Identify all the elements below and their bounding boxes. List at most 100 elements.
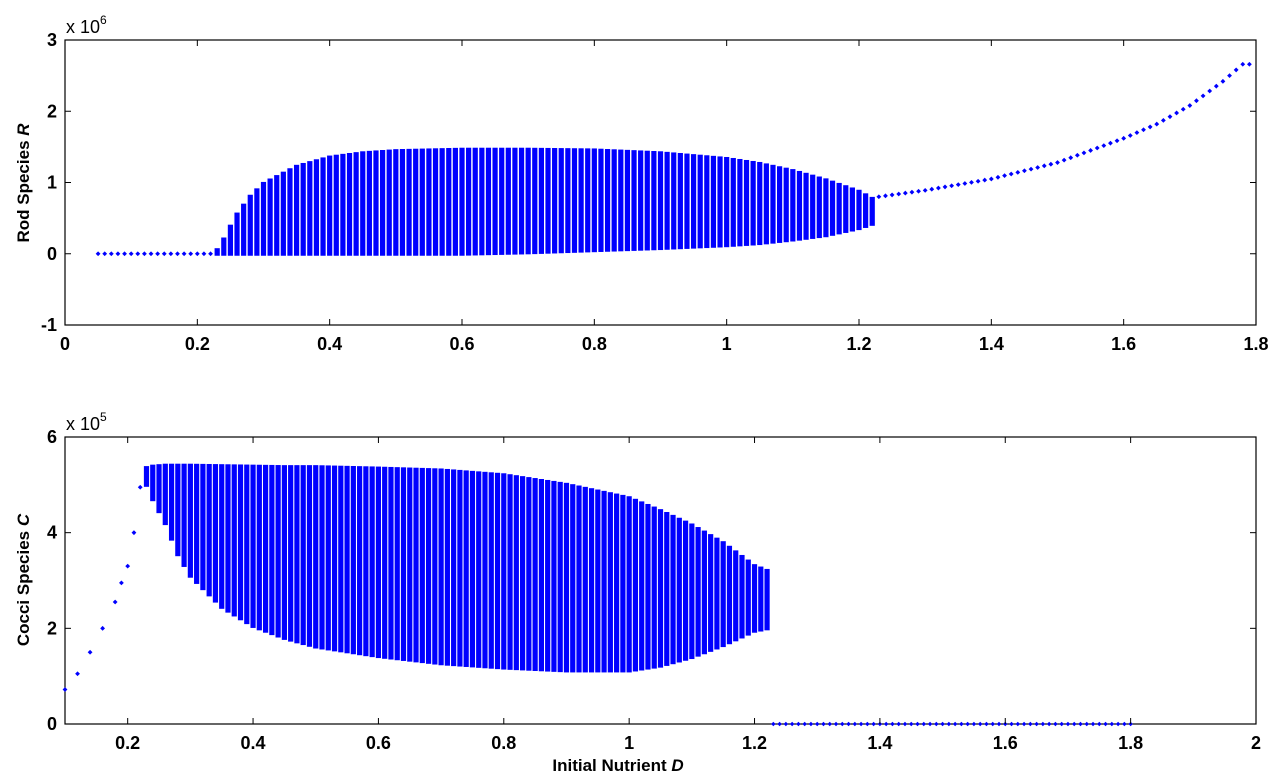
data-point: [1048, 161, 1054, 167]
data-point: [876, 194, 882, 200]
data-point: [858, 721, 864, 727]
data-point: [108, 251, 114, 257]
data-point: [902, 721, 908, 727]
rod-species-y-exponent-prefix: x 10: [66, 17, 100, 37]
data-column: [225, 464, 231, 613]
data-column: [684, 153, 690, 249]
rod-species-y-axis-label-var: R: [14, 123, 33, 136]
data-column: [770, 164, 776, 244]
data-column: [353, 152, 359, 256]
data-column: [425, 468, 432, 664]
data-column: [657, 509, 664, 668]
data-point: [865, 721, 870, 727]
cocci-species-x-ticks: 0.2 0.4 0.6 0.8 1 1.2 1.4 1.6 1.8 2: [115, 437, 1261, 753]
data-column: [620, 494, 626, 673]
data-point: [846, 721, 851, 727]
data-point: [921, 721, 926, 727]
data-point: [1213, 83, 1219, 89]
x-tick-label: 1.2: [742, 733, 767, 753]
data-point: [1009, 721, 1014, 727]
data-column: [413, 148, 419, 256]
data-column: [664, 512, 670, 666]
data-point: [1121, 135, 1127, 141]
cocci-species-y-axis-label: Cocci Species C: [14, 513, 33, 646]
data-column: [829, 180, 836, 236]
data-column: [558, 148, 564, 254]
data-point: [871, 721, 876, 727]
data-point: [1134, 130, 1140, 136]
data-point: [1028, 721, 1033, 727]
data-point: [971, 721, 977, 727]
data-column: [319, 465, 325, 650]
data-point: [840, 721, 845, 727]
data-column: [810, 174, 816, 239]
data-point: [1122, 721, 1127, 727]
data-point: [1094, 145, 1100, 151]
data-point: [802, 721, 807, 727]
x-tick-label: 0.8: [491, 733, 516, 753]
data-column: [394, 467, 400, 661]
data-column: [532, 147, 538, 255]
data-column: [737, 158, 743, 247]
data-point: [962, 181, 968, 186]
data-column: [499, 147, 505, 255]
data-column: [708, 534, 714, 652]
data-point: [1097, 721, 1102, 727]
data-column: [614, 493, 620, 673]
data-point: [902, 190, 908, 196]
data-point: [990, 721, 995, 727]
data-point: [119, 580, 124, 586]
data-point: [1233, 67, 1239, 73]
data-point: [936, 185, 941, 191]
data-column: [150, 464, 156, 502]
y-tick-label: 2: [47, 618, 57, 638]
data-point: [940, 721, 945, 727]
data-point: [75, 671, 80, 677]
data-column: [187, 463, 193, 578]
data-column: [714, 537, 720, 650]
data-point: [1240, 61, 1246, 67]
data-column: [194, 463, 200, 584]
data-column: [363, 466, 369, 657]
x-tick-label: 1: [722, 334, 732, 354]
cocci-species-y-exponent: x 105: [66, 410, 107, 434]
data-column: [690, 154, 697, 249]
data-column: [717, 156, 723, 248]
data-point: [789, 721, 795, 727]
data-column: [733, 550, 739, 642]
data-point: [1220, 78, 1226, 84]
data-point: [1200, 93, 1206, 99]
data-column: [538, 479, 544, 672]
data-point: [909, 721, 914, 727]
data-column: [710, 155, 717, 248]
data-column: [262, 464, 269, 633]
data-column: [294, 465, 300, 644]
data-column: [676, 517, 682, 663]
data-point: [1074, 152, 1080, 158]
data-column: [451, 469, 457, 667]
cocci-species-x-axis-label-var: D: [671, 756, 683, 775]
data-column: [570, 484, 576, 673]
y-tick-label: 0: [47, 244, 57, 264]
data-column: [267, 178, 273, 256]
data-column: [244, 464, 250, 625]
data-column: [494, 472, 501, 670]
data-column: [689, 523, 695, 660]
data-column: [739, 554, 745, 639]
data-column: [578, 148, 584, 253]
data-point: [1088, 148, 1093, 153]
data-point: [833, 721, 839, 727]
data-column: [758, 566, 764, 632]
data-column: [482, 471, 488, 669]
data-column: [631, 150, 637, 251]
data-column: [457, 469, 463, 667]
data-point: [1065, 721, 1071, 727]
data-column: [256, 464, 262, 631]
data-column: [677, 152, 683, 250]
data-point: [889, 192, 895, 198]
data-point: [1078, 721, 1083, 727]
data-column: [751, 564, 758, 633]
data-column: [670, 514, 676, 665]
data-column: [373, 150, 379, 256]
